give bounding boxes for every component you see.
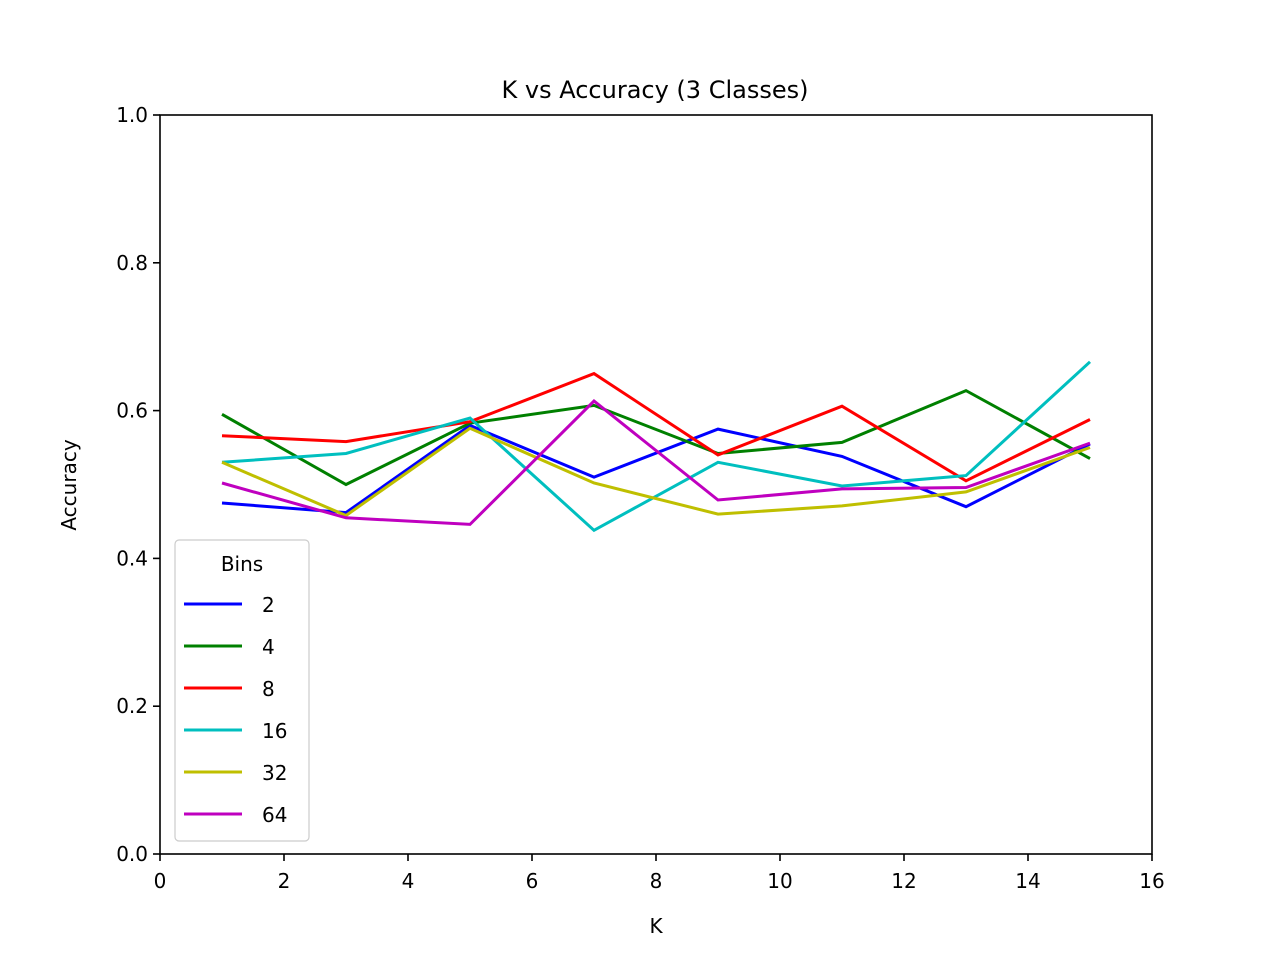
x-tick-label: 6 <box>526 869 539 893</box>
series-line-32 <box>221 426 1091 518</box>
legend: Bins 2 4 8 16 32 64 <box>174 539 310 842</box>
x-axis: 0 2 4 6 8 10 12 14 16 <box>154 854 1165 893</box>
legend-label-64: 64 <box>262 803 287 827</box>
legend-box <box>174 539 310 842</box>
series-line-64 <box>221 398 1091 526</box>
x-tick-label: 16 <box>1139 869 1164 893</box>
legend-title: Bins <box>221 552 263 576</box>
legend-items: 2 4 8 16 32 64 <box>184 593 287 827</box>
plot-area <box>159 114 1153 855</box>
y-tick-label: 0.6 <box>116 399 148 423</box>
x-tick-label: 4 <box>402 869 415 893</box>
series-line-2 <box>221 423 1091 515</box>
series-line-16 <box>221 360 1092 533</box>
y-tick-label: 0.0 <box>116 842 148 866</box>
legend-label-2: 2 <box>262 593 275 617</box>
y-tick-label: 0.2 <box>116 694 148 718</box>
y-tick-label: 0.8 <box>116 251 148 275</box>
x-tick-label: 2 <box>278 869 291 893</box>
legend-label-32: 32 <box>262 761 287 785</box>
y-tick-label: 1.0 <box>116 103 148 127</box>
series-layer <box>221 360 1092 533</box>
x-tick-label: 8 <box>650 869 663 893</box>
legend-label-8: 8 <box>262 677 275 701</box>
y-tick-label: 0.4 <box>116 546 148 570</box>
legend-label-16: 16 <box>262 719 287 743</box>
x-tick-label: 10 <box>767 869 792 893</box>
chart-title: K vs Accuracy (3 Classes) <box>502 76 809 104</box>
y-axis-label: Accuracy <box>57 439 81 530</box>
x-tick-label: 14 <box>1015 869 1040 893</box>
x-axis-label: K <box>649 914 663 938</box>
series-line-4 <box>221 388 1091 487</box>
x-tick-label: 12 <box>891 869 916 893</box>
y-axis: 0.0 0.2 0.4 0.6 0.8 1.0 <box>116 103 160 866</box>
legend-label-4: 4 <box>262 635 275 659</box>
series-line-8 <box>221 371 1091 483</box>
x-tick-label: 0 <box>154 869 167 893</box>
